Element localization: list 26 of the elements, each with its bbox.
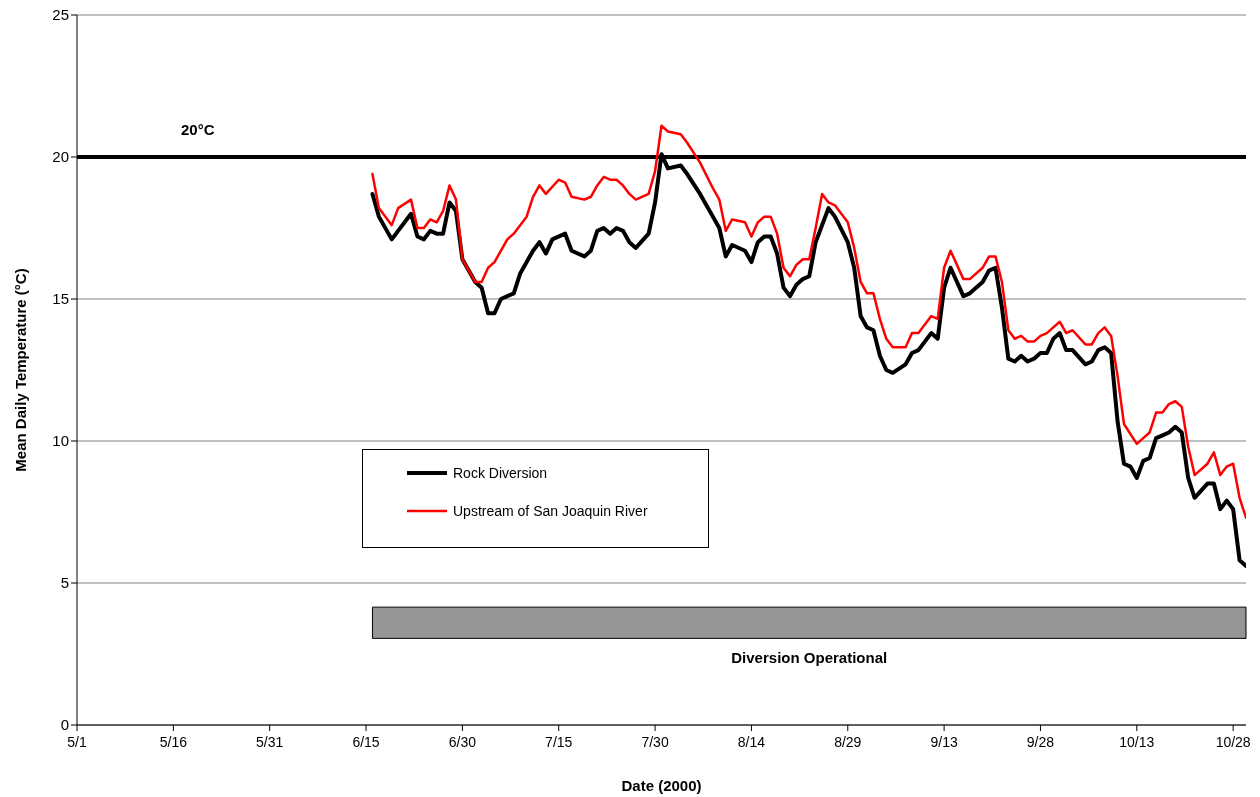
line-series bbox=[371, 124, 1246, 519]
x-tick-label: 5/31 bbox=[256, 733, 284, 750]
x-tick-label: 10/13 bbox=[1119, 733, 1155, 750]
x-tick-label: 5/16 bbox=[159, 733, 188, 750]
x-tick-label: 8/29 bbox=[834, 733, 862, 750]
legend-label: Rock Diversion bbox=[453, 465, 548, 481]
y-tick-label: 5 bbox=[60, 574, 69, 592]
y-tick-label: 10 bbox=[52, 432, 69, 450]
y-tick-label: 25 bbox=[52, 6, 69, 24]
band-label: Diversion Operational bbox=[731, 649, 888, 667]
y-tick-label: 15 bbox=[52, 290, 69, 308]
x-tick-label: 9/28 bbox=[1026, 733, 1055, 750]
x-tick-label: 5/1 bbox=[67, 733, 87, 750]
x-tick-label: 7/15 bbox=[545, 733, 573, 750]
y-axis-title: Mean Daily Temperature (°C) bbox=[11, 268, 29, 472]
x-axis-title: Date (2000) bbox=[621, 777, 702, 794]
ref-line-label: 20°C bbox=[181, 121, 215, 138]
y-tick-label: 0 bbox=[60, 716, 69, 734]
legend-label: Upstream of San Joaquin River bbox=[453, 503, 648, 519]
x-tick-label: 9/13 bbox=[930, 733, 958, 750]
y-tick-label: 20 bbox=[52, 148, 69, 166]
x-tick-label: 6/30 bbox=[448, 733, 477, 750]
x-tick-label: 6/15 bbox=[352, 733, 380, 750]
x-tick-label: 8/14 bbox=[737, 733, 766, 750]
x-tick-label: 10/28 bbox=[1215, 733, 1251, 750]
x-tick-label: 7/30 bbox=[641, 733, 669, 750]
